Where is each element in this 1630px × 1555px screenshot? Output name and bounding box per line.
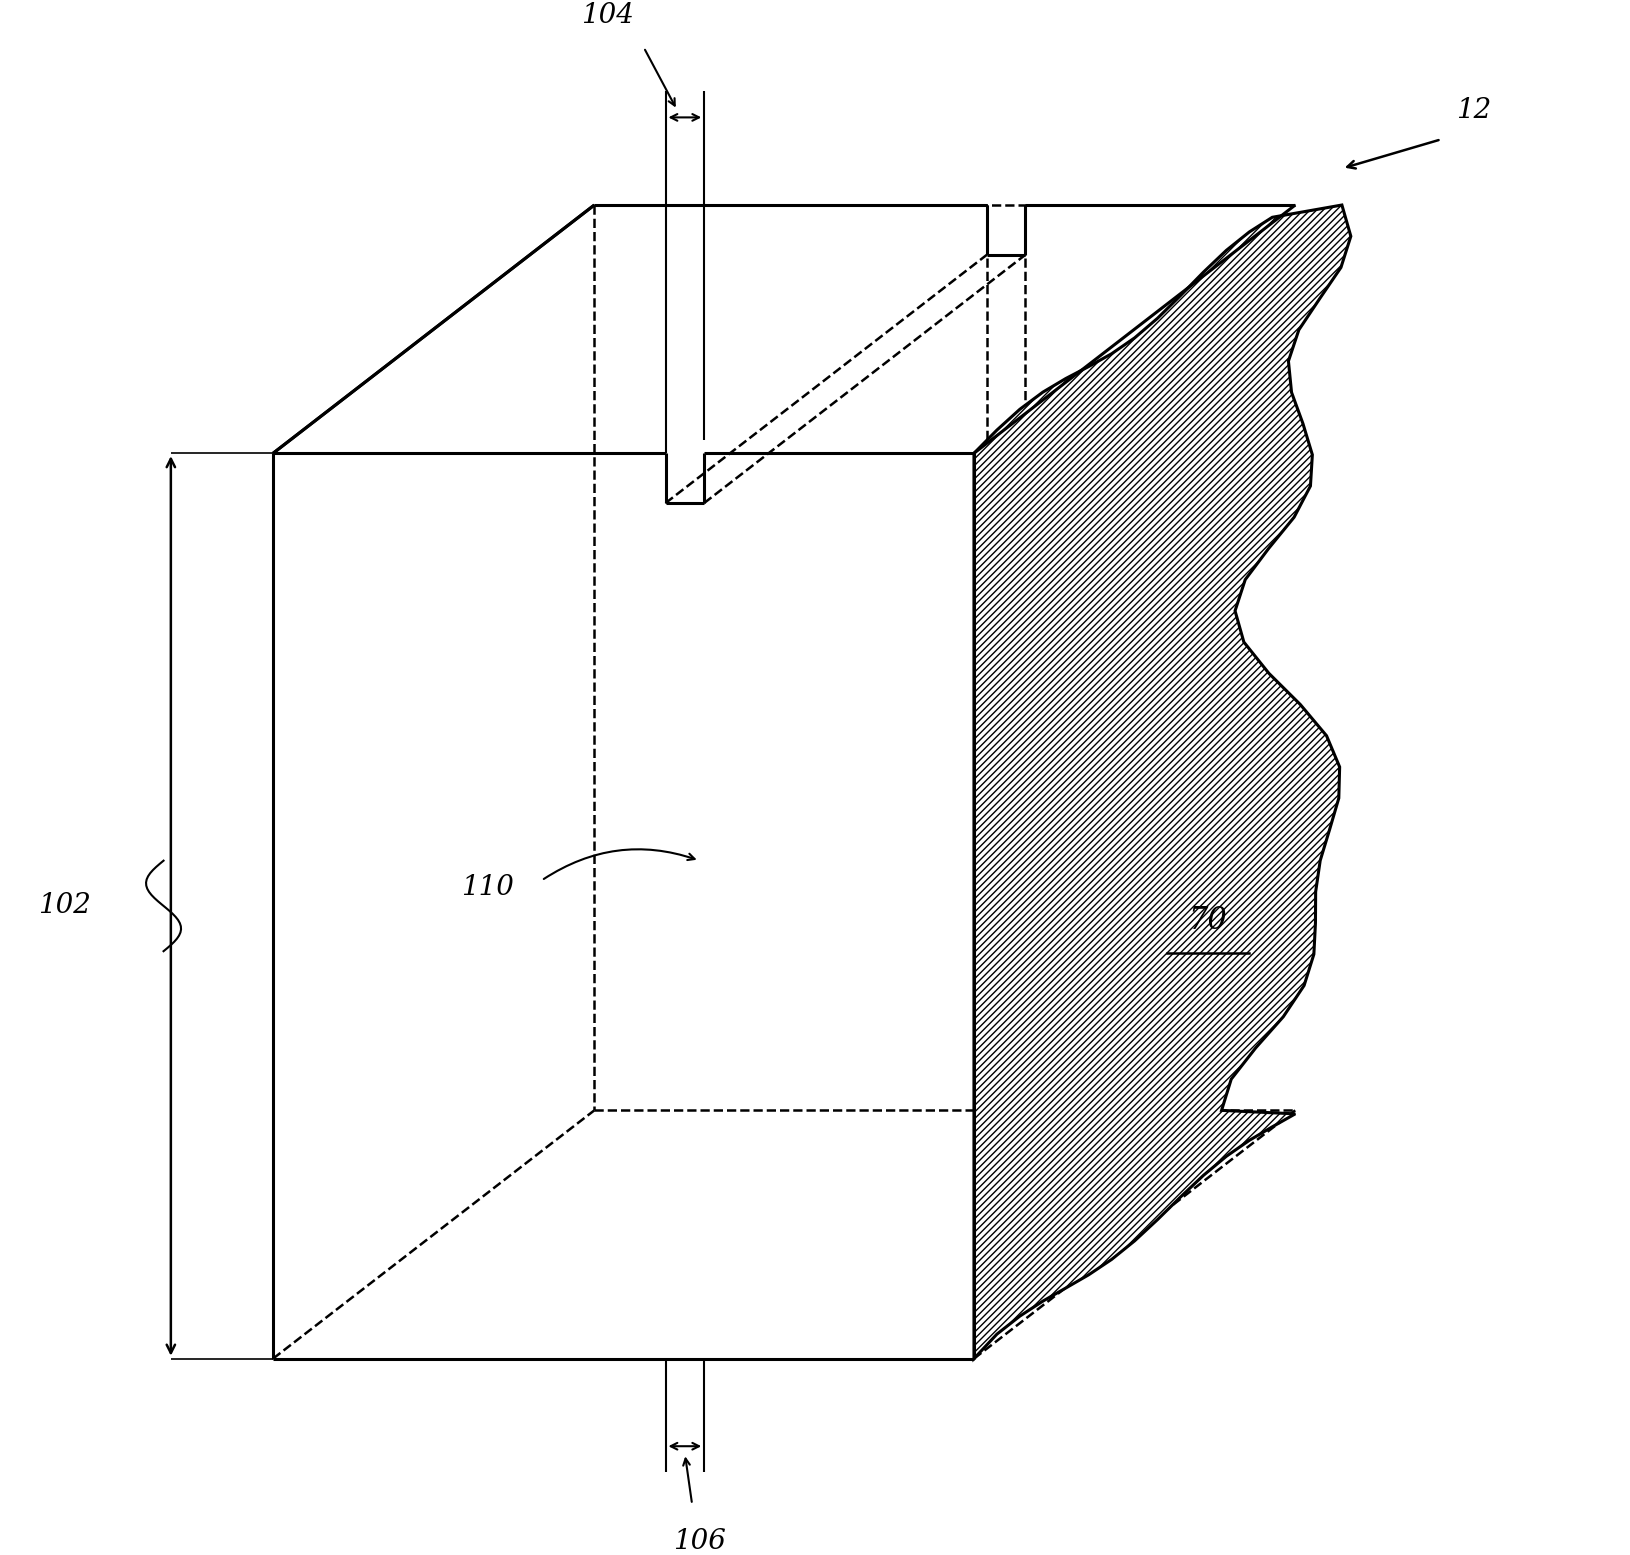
Text: 106: 106 [673,1527,725,1555]
Text: 70: 70 [1188,905,1227,936]
Text: 12: 12 [1456,96,1491,123]
Text: 110: 110 [461,874,513,902]
Polygon shape [975,205,1351,1359]
Text: 102: 102 [37,893,91,919]
Text: 104: 104 [580,2,634,28]
